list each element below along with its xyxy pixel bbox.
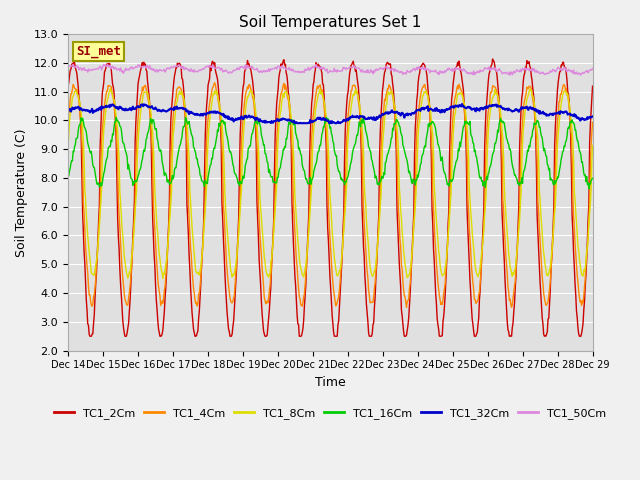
TC1_16Cm xyxy=(113,115,120,120)
TC1_16Cm xyxy=(585,186,593,192)
TC1_16Cm xyxy=(64,173,72,179)
TC1_2Cm xyxy=(129,249,136,255)
TC1_16Cm xyxy=(410,177,418,183)
TC1_50Cm xyxy=(74,64,81,70)
TC1_8Cm xyxy=(396,183,403,189)
TC1_50Cm xyxy=(104,61,111,67)
Line: TC1_32Cm: TC1_32Cm xyxy=(68,104,593,123)
TC1_50Cm xyxy=(182,64,189,70)
Y-axis label: Soil Temperature (C): Soil Temperature (C) xyxy=(15,128,28,256)
Legend: TC1_2Cm, TC1_4Cm, TC1_8Cm, TC1_16Cm, TC1_32Cm, TC1_50Cm: TC1_2Cm, TC1_4Cm, TC1_8Cm, TC1_16Cm, TC1… xyxy=(50,404,611,423)
TC1_8Cm xyxy=(64,145,72,151)
TC1_16Cm xyxy=(589,175,596,181)
TC1_8Cm xyxy=(74,92,81,97)
Line: TC1_16Cm: TC1_16Cm xyxy=(68,118,593,189)
TC1_2Cm xyxy=(395,243,403,249)
Line: TC1_50Cm: TC1_50Cm xyxy=(68,64,593,75)
TC1_16Cm xyxy=(395,120,403,126)
TC1_4Cm xyxy=(64,121,72,127)
TC1_4Cm xyxy=(209,85,216,91)
TC1_2Cm xyxy=(589,84,596,89)
TC1_8Cm xyxy=(106,86,114,92)
Line: TC1_8Cm: TC1_8Cm xyxy=(68,89,593,278)
TC1_32Cm xyxy=(74,104,81,110)
TC1_32Cm xyxy=(181,106,189,112)
TC1_16Cm xyxy=(129,177,136,183)
Line: TC1_2Cm: TC1_2Cm xyxy=(68,59,593,336)
TC1_32Cm xyxy=(127,108,135,113)
TC1_32Cm xyxy=(291,120,299,126)
TC1_50Cm xyxy=(64,62,72,68)
TC1_50Cm xyxy=(129,64,136,70)
TC1_4Cm xyxy=(181,110,189,116)
TC1_4Cm xyxy=(411,206,419,212)
TC1_8Cm xyxy=(182,113,190,119)
TC1_50Cm xyxy=(395,69,403,74)
TC1_16Cm xyxy=(182,115,189,120)
TC1_32Cm xyxy=(410,111,418,117)
TC1_32Cm xyxy=(209,109,216,115)
TC1_4Cm xyxy=(403,304,410,310)
TC1_50Cm xyxy=(209,62,217,68)
TC1_4Cm xyxy=(74,93,81,98)
TC1_32Cm xyxy=(589,114,596,120)
TC1_8Cm xyxy=(589,143,596,148)
TC1_2Cm xyxy=(182,117,189,123)
TC1_2Cm xyxy=(64,83,72,89)
TC1_32Cm xyxy=(458,101,466,107)
TC1_2Cm xyxy=(489,56,497,62)
TC1_2Cm xyxy=(86,333,93,339)
TC1_32Cm xyxy=(64,106,72,111)
X-axis label: Time: Time xyxy=(315,376,346,389)
TC1_16Cm xyxy=(74,135,81,141)
Text: SI_met: SI_met xyxy=(76,45,121,58)
Line: TC1_4Cm: TC1_4Cm xyxy=(68,83,593,307)
TC1_32Cm xyxy=(395,111,403,117)
TC1_8Cm xyxy=(411,215,419,220)
TC1_4Cm xyxy=(211,80,218,85)
TC1_8Cm xyxy=(159,276,166,281)
TC1_50Cm xyxy=(410,66,418,72)
TC1_8Cm xyxy=(210,92,218,97)
TC1_2Cm xyxy=(209,60,217,65)
TC1_50Cm xyxy=(589,66,596,72)
TC1_16Cm xyxy=(209,149,217,155)
TC1_2Cm xyxy=(410,210,418,216)
TC1_50Cm xyxy=(506,72,514,78)
TC1_4Cm xyxy=(127,266,135,272)
TC1_8Cm xyxy=(129,249,136,255)
TC1_4Cm xyxy=(589,119,596,125)
TC1_2Cm xyxy=(74,77,81,83)
TC1_4Cm xyxy=(395,208,403,214)
Title: Soil Temperatures Set 1: Soil Temperatures Set 1 xyxy=(239,15,422,30)
